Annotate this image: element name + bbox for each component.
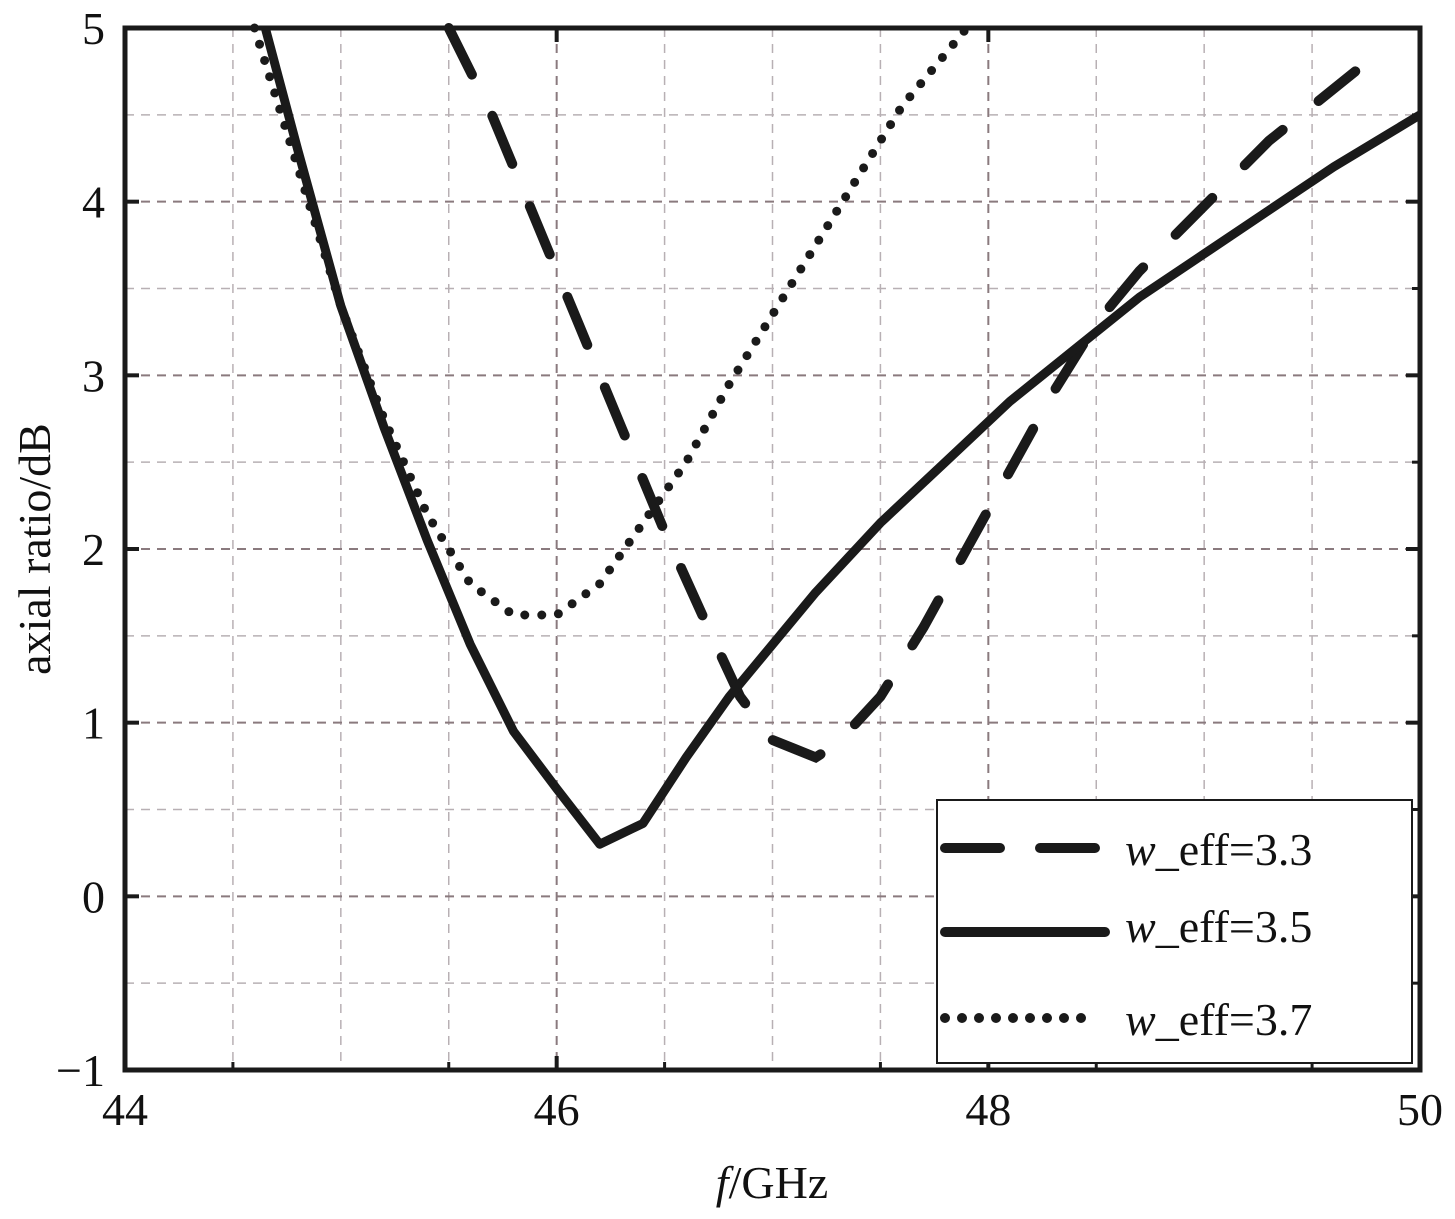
- y-tick-label: −1: [56, 1045, 105, 1096]
- series-line-dotted: [250, 23, 972, 620]
- series-line-dashed: [443, 23, 1361, 764]
- x-tick-label: 50: [1397, 1084, 1443, 1135]
- legend: w_eff=3.3 w_eff=3.5 w_eff=3.7: [936, 799, 1413, 1064]
- x-axis-label-unit: /GHz: [729, 1157, 829, 1208]
- y-tick-label: 3: [82, 350, 105, 401]
- legend-entry-2: w_eff=3.5: [1125, 901, 1312, 952]
- legend-entry-1-italic: w: [1125, 824, 1156, 875]
- legend-entry-3-rest: _eff=3.7: [1155, 994, 1313, 1045]
- y-tick-labels: −1 0 1 2 3 4 5: [56, 3, 105, 1096]
- legend-entry-1: w_eff=3.3: [1125, 824, 1312, 875]
- x-tick-label: 46: [534, 1084, 580, 1135]
- legend-entry-2-rest: _eff=3.5: [1155, 901, 1313, 952]
- legend-entry-2-italic: w: [1125, 901, 1156, 952]
- y-tick-label: 2: [82, 524, 105, 575]
- series-layer: [250, 23, 1423, 849]
- legend-entry-3: w_eff=3.7: [1125, 994, 1312, 1045]
- x-tick-label: 48: [965, 1084, 1011, 1135]
- y-axis-label: axial ratio/dB: [9, 423, 60, 675]
- legend-entry-3-italic: w: [1125, 994, 1156, 1045]
- x-tick-label: 44: [102, 1084, 148, 1135]
- x-axis-label: f/GHz: [716, 1157, 828, 1208]
- y-tick-label: 0: [82, 871, 105, 922]
- y-tick-label: 1: [82, 698, 105, 749]
- x-tick-labels: 44 46 48 50: [102, 1084, 1443, 1135]
- y-tick-label: 4: [82, 177, 105, 228]
- series-line-solid: [260, 26, 1423, 849]
- ticks: [123, 26, 1422, 1072]
- legend-entry-1-rest: _eff=3.3: [1155, 824, 1313, 875]
- y-tick-label: 5: [82, 3, 105, 54]
